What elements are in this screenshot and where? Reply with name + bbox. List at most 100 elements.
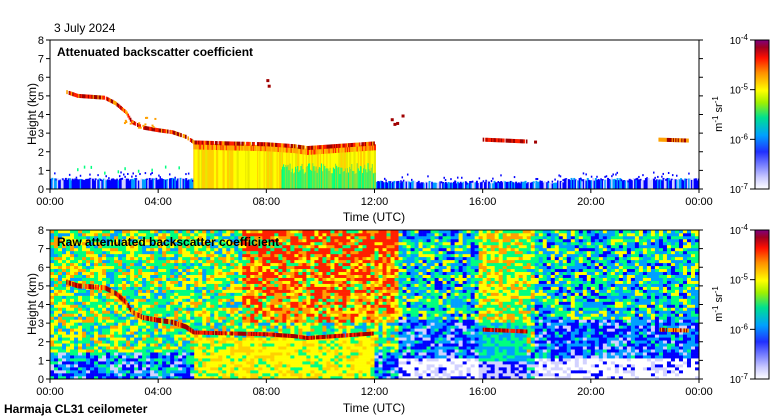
bl-top-cell: [271, 145, 274, 152]
raw-cell: [138, 230, 143, 234]
raw-cell: [174, 262, 179, 267]
raw-cell: [166, 367, 171, 371]
raw-cell: [210, 250, 215, 255]
bl-top-cell: [244, 144, 247, 151]
raw-cell: [334, 271, 339, 275]
raw-cell: [242, 346, 247, 350]
bl-cell: [310, 148, 313, 189]
raw-cell: [114, 349, 119, 353]
raw-cell: [166, 304, 171, 308]
raw-cell: [342, 310, 347, 314]
cloud-cell: [665, 137, 668, 142]
raw-cell: [110, 364, 115, 368]
raw-cell: [334, 325, 339, 329]
raw-cell: [162, 298, 167, 302]
raw-cell: [294, 349, 299, 353]
aerosol-speck: [497, 181, 500, 184]
raw-cell: [342, 286, 347, 290]
cloud-cell: [497, 138, 499, 143]
cloud-cell: [291, 144, 294, 149]
bl-green-cell: [293, 172, 296, 189]
raw-cell: [290, 235, 295, 240]
raw-cell: [138, 331, 143, 335]
raw-cell: [174, 361, 179, 365]
raw-cell: [174, 316, 179, 320]
raw-cell: [302, 331, 307, 335]
raw-cell: [110, 277, 115, 281]
raw-cell: [206, 361, 211, 365]
raw-cell: [294, 280, 299, 284]
raw-cell: [206, 271, 211, 275]
bl-cell: [203, 143, 206, 189]
raw-cell: [194, 253, 199, 258]
raw-cell: [198, 259, 203, 264]
raw-cell: [206, 301, 211, 305]
raw-cell: [74, 358, 79, 362]
raw-cell: [178, 262, 183, 267]
raw-cell: [202, 361, 207, 365]
raw-cell: [254, 319, 259, 323]
raw-cell: [202, 289, 207, 293]
raw-cell: [314, 376, 319, 379]
raw-cell: [62, 373, 67, 377]
raw-cell: [114, 232, 119, 237]
raw-cell: [274, 322, 279, 326]
raw-cell: [206, 310, 211, 314]
aerosol-speck: [642, 174, 644, 177]
bl-top-cell: [206, 143, 209, 150]
raw-cell: [234, 247, 239, 252]
raw-cell: [122, 346, 127, 350]
raw-cell: [142, 295, 147, 299]
raw-cell: [258, 376, 263, 379]
aerosol-cell: [451, 182, 454, 189]
raw-cell: [214, 265, 219, 270]
raw-cell: [142, 280, 147, 284]
aerosol-cell: [121, 179, 124, 189]
bl-green-cell: [354, 173, 357, 189]
raw-cell: [234, 337, 239, 341]
raw-cell: [106, 334, 111, 338]
aerosol-cell: [177, 179, 180, 189]
raw-cell: [290, 349, 295, 353]
raw-cell: [250, 274, 255, 278]
raw-cell: [286, 274, 291, 278]
bl-cell: [292, 147, 295, 189]
raw-cell: [82, 277, 87, 281]
bl-top-cell: [272, 145, 275, 152]
cloud-cell: [662, 137, 664, 142]
raw-cell: [230, 295, 235, 299]
raw-cell: [70, 313, 75, 317]
raw-cell: [150, 349, 155, 353]
raw-cell: [346, 361, 351, 365]
raw-cell: [242, 316, 247, 320]
raw-cell: [286, 304, 291, 308]
raw-cell: [118, 322, 123, 326]
raw-cell: [138, 259, 143, 264]
cloud-cell: [87, 94, 90, 99]
raw-cell: [322, 304, 327, 308]
raw-cell: [138, 346, 143, 350]
raw-cell: [146, 295, 151, 299]
raw-cell: [294, 358, 299, 362]
raw-cell: [230, 271, 235, 275]
raw-cell: [190, 289, 195, 293]
raw-cell: [174, 292, 179, 296]
raw-cell: [54, 265, 59, 270]
raw-cell: [254, 256, 259, 261]
raw-cell: [314, 298, 319, 302]
x-tick-label: 12:00: [361, 196, 389, 208]
raw-cell: [142, 361, 147, 365]
raw-cell: [190, 265, 195, 270]
raw-cell: [262, 277, 267, 281]
raw-cell: [230, 241, 235, 246]
aerosol-speck: [536, 177, 539, 180]
aerosol-cell: [118, 178, 121, 189]
raw-cell: [198, 343, 203, 347]
raw-cell: [142, 232, 147, 237]
raw-cell: [238, 241, 243, 246]
raw-cell: [294, 232, 299, 237]
raw-cell: [102, 262, 107, 267]
raw-cell: [146, 370, 151, 374]
raw-cell: [314, 259, 319, 264]
raw-cell: [82, 343, 87, 347]
